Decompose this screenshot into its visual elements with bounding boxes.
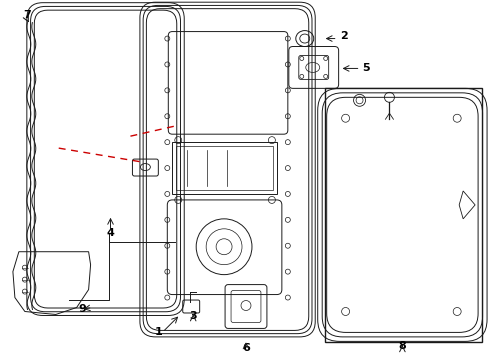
Text: 8: 8 bbox=[398, 341, 406, 351]
Text: 4: 4 bbox=[106, 228, 114, 238]
Bar bbox=[172, 142, 276, 194]
Text: 6: 6 bbox=[242, 343, 249, 353]
Text: 9: 9 bbox=[79, 305, 86, 315]
Text: 2: 2 bbox=[339, 31, 346, 41]
Text: 3: 3 bbox=[189, 311, 197, 321]
Text: 5: 5 bbox=[362, 63, 369, 73]
Text: 1: 1 bbox=[154, 327, 162, 337]
Bar bbox=[176, 146, 272, 190]
Bar bbox=[324, 88, 481, 342]
Text: 7: 7 bbox=[23, 10, 31, 20]
